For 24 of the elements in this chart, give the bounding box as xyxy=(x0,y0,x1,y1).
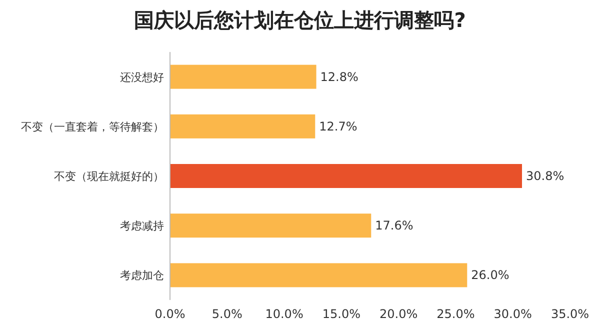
x-tick-label: 35.0% xyxy=(550,307,590,321)
data-label: 12.8% xyxy=(320,70,358,84)
y-tick-label: 考虑加仓 xyxy=(120,269,164,282)
bar xyxy=(170,214,372,238)
bar xyxy=(170,263,468,288)
data-label: 30.8% xyxy=(526,169,564,183)
x-tick-label: 30.0% xyxy=(494,307,532,321)
x-tick-label: 5.0% xyxy=(212,307,242,321)
data-label: 26.0% xyxy=(471,268,510,282)
x-tick-label: 15.0% xyxy=(322,307,360,321)
x-tick-label: 20.0% xyxy=(380,307,418,321)
data-label: 12.7% xyxy=(319,119,358,134)
y-tick-label: 考虑减持 xyxy=(120,220,164,233)
chart-title: 国庆以后您计划在仓位上进行调整吗? xyxy=(134,8,466,32)
y-tick-label: 不变（一直套着，等待解套） xyxy=(21,120,164,134)
y-tick-label: 还没想好 xyxy=(120,70,164,84)
x-tick-label: 0.0% xyxy=(154,307,186,321)
y-tick-label: 不变（现在就挺好的） xyxy=(54,170,164,183)
bar xyxy=(170,164,522,188)
x-tick-label: 10.0% xyxy=(265,307,304,321)
bar xyxy=(170,114,316,138)
x-tick-label: 25.0% xyxy=(436,307,475,321)
bar xyxy=(170,64,316,89)
data-label: 17.6% xyxy=(375,218,414,233)
